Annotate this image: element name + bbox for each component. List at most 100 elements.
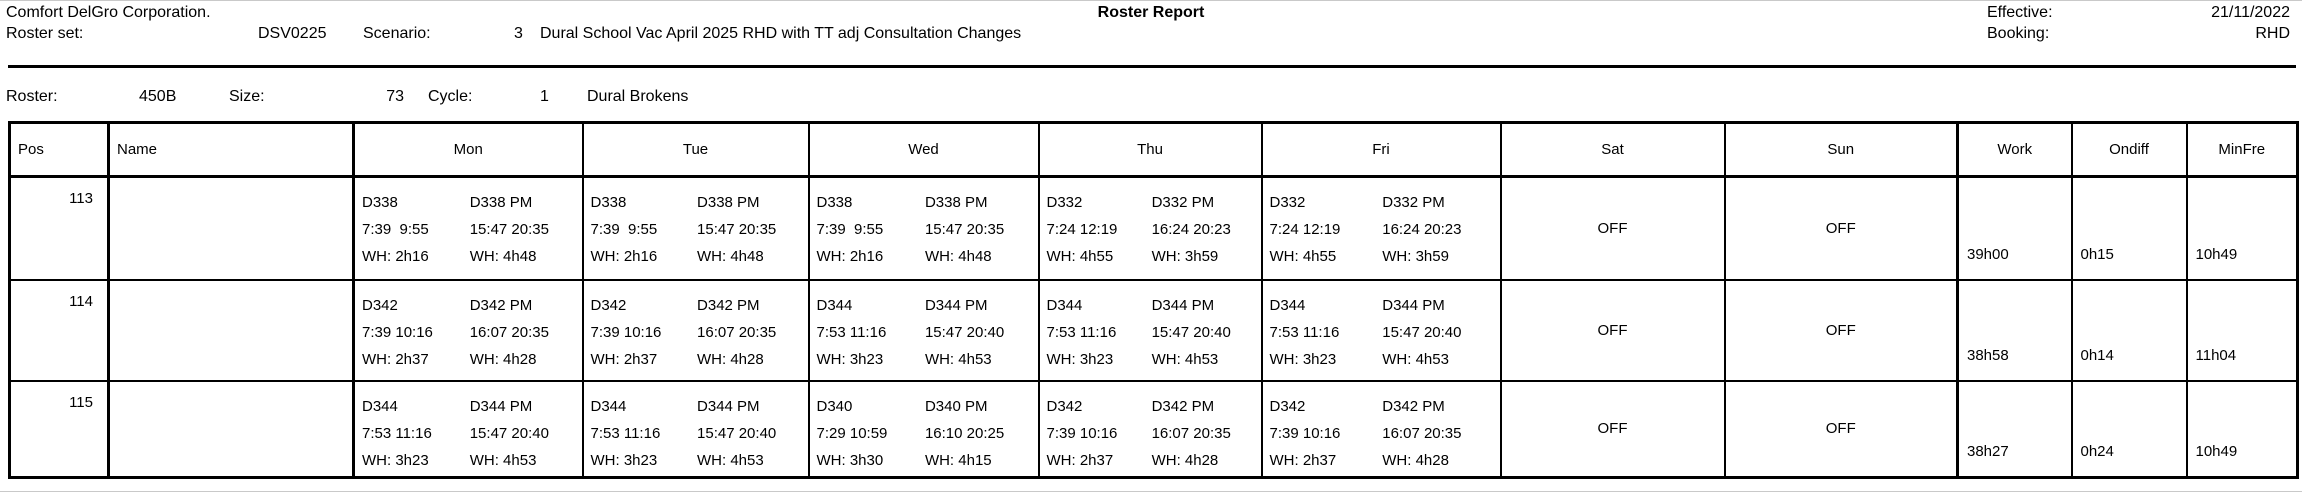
cycle-value: 1: [540, 88, 549, 105]
day-cell-wed: D344 7:53 11:16 WH: 3h23 D344 PM 15:47 2…: [807, 278, 1040, 382]
col-header-sun: Sun: [1723, 121, 1959, 178]
duty-times: 7:39 10:16: [362, 323, 433, 341]
roster-description: Dural Brokens: [587, 88, 689, 105]
duty-working-hours: WH: 2h37: [1046, 451, 1114, 469]
roster-label: Roster:: [6, 88, 58, 105]
work-total-cell: 38h27: [1956, 379, 2073, 479]
duty-working-hours: WH: 4h53: [924, 350, 992, 368]
duty-working-hours: WH: 4h28: [1151, 451, 1219, 469]
duty-code: D332 PM: [1151, 194, 1215, 211]
day-cell-tue: D338 7:39 9:55 WH: 2h16 D338 PM 15:47 20…: [581, 175, 810, 281]
duty-times: 15:47 20:40: [1151, 323, 1231, 341]
day-cell-fri: D342 7:39 10:16 WH: 2h37 D342 PM 16:07 2…: [1260, 379, 1502, 479]
duty-am: D344 7:53 11:16 WH: 3h23: [811, 292, 919, 373]
minfre-cell: 10h49: [2185, 379, 2299, 479]
duty-times: 7:53 11:16: [590, 424, 661, 442]
ondiff-cell: 0h15: [2070, 175, 2188, 281]
duty-times: 7:39 9:55: [590, 221, 658, 238]
duty-pm: D344 PM 15:47 20:40 WH: 4h53: [1146, 292, 1260, 373]
duty-working-hours: WH: 4h53: [1151, 350, 1219, 368]
col-header-sat: Sat: [1499, 121, 1726, 178]
duty-pm: D344 PM 15:47 20:40 WH: 4h53: [691, 393, 806, 474]
day-cell-sun: OFF: [1723, 278, 1959, 382]
effective-label: Effective:: [1987, 4, 2053, 21]
duty-pm: D338 PM 15:47 20:35 WH: 4h48: [919, 189, 1037, 270]
duty-am: D342 7:39 10:16 WH: 2h37: [357, 292, 464, 373]
pos-cell: 114: [8, 278, 110, 382]
duty-times: 7:24 12:19: [1269, 221, 1341, 238]
duty-times: 7:53 11:16: [1269, 323, 1340, 341]
col-header-wed: Wed: [807, 121, 1040, 178]
duty-times: 16:24 20:23: [1151, 221, 1231, 238]
duty-pm: D344 PM 15:47 20:40 WH: 4h53: [1376, 292, 1498, 373]
duty-code: D344: [816, 296, 853, 314]
duty-working-hours: WH: 3h23: [362, 451, 429, 469]
duty-code: D342: [1269, 397, 1306, 415]
booking-label: Booking:: [1987, 25, 2050, 42]
duty-times: 16:10 20:25: [924, 424, 1005, 442]
roster-set-value: DSV0225: [258, 25, 327, 42]
day-cell-wed: D340 7:29 10:59 WH: 3h30 D340 PM 16:10 2…: [807, 379, 1040, 479]
day-cell-tue: D344 7:53 11:16 WH: 3h23 D344 PM 15:47 2…: [581, 379, 810, 479]
duty-working-hours: WH: 4h55: [1046, 248, 1114, 265]
duty-working-hours: WH: 3h59: [1151, 248, 1219, 265]
duty-code: D338 PM: [924, 194, 988, 211]
header-divider-rule: [8, 65, 2296, 68]
duty-code: D342 PM: [697, 296, 760, 314]
duty-times: 15:47 20:35: [924, 221, 1005, 238]
duty-pm: D332 PM 16:24 20:23 WH: 3h59: [1376, 189, 1498, 270]
duty-times: 16:07 20:35: [1382, 424, 1462, 442]
day-cell-sun: OFF: [1723, 175, 1959, 281]
duty-code: D344 PM: [1151, 296, 1215, 314]
duty-working-hours: WH: 4h48: [697, 248, 764, 265]
duty-working-hours: WH: 3h23: [1046, 350, 1114, 368]
pos-cell: 113: [8, 175, 110, 281]
duty-working-hours: WH: 4h55: [1269, 248, 1337, 265]
duty-code: D344 PM: [469, 397, 533, 415]
duty-code: D344: [590, 397, 627, 415]
duty-working-hours: WH: 4h28: [469, 350, 537, 368]
duty-am: D342 7:39 10:16 WH: 2h37: [1041, 393, 1146, 474]
col-header-pos: Pos: [8, 121, 110, 178]
size-value: 73: [386, 88, 404, 105]
duty-working-hours: WH: 3h30: [816, 451, 884, 469]
duty-times: 16:07 20:35: [697, 323, 777, 341]
duty-working-hours: WH: 4h53: [697, 451, 764, 469]
duty-am: D338 7:39 9:55 WH: 2h16: [585, 189, 692, 270]
minfre-cell: 10h49: [2185, 175, 2299, 281]
page-top-divider: [0, 0, 2302, 1]
pos-cell: 115: [8, 379, 110, 479]
duty-times: 7:53 11:16: [362, 424, 432, 442]
duty-code: D342 PM: [469, 296, 533, 314]
duty-times: 15:47 20:35: [469, 221, 549, 238]
roster-table: Pos Name Mon Tue Wed Thu Fri Sat Sun Wor…: [8, 121, 2299, 479]
name-cell: [107, 278, 355, 382]
duty-times: 16:24 20:23: [1382, 221, 1462, 238]
duty-am: D344 7:53 11:16 WH: 3h23: [1041, 292, 1146, 373]
col-header-name: Name: [107, 121, 355, 178]
duty-working-hours: WH: 2h16: [816, 248, 884, 265]
day-cell-thu: D342 7:39 10:16 WH: 2h37 D342 PM 16:07 2…: [1037, 379, 1263, 479]
duty-code: D344: [1269, 296, 1306, 314]
duty-times: 16:07 20:35: [1151, 424, 1231, 442]
duty-code: D338: [362, 194, 398, 211]
duty-working-hours: WH: 4h15: [924, 451, 992, 469]
day-cell-fri: D332 7:24 12:19 WH: 4h55 D332 PM 16:24 2…: [1260, 175, 1502, 281]
duty-code: D342: [590, 296, 627, 314]
duty-working-hours: WH: 3h23: [816, 350, 884, 368]
duty-code: D344 PM: [924, 296, 988, 314]
duty-working-hours: WH: 2h37: [590, 350, 658, 368]
duty-code: D338 PM: [469, 194, 533, 211]
col-header-ondiff: Ondiff: [2070, 121, 2188, 178]
duty-working-hours: WH: 4h28: [697, 350, 764, 368]
scenario-number: 3: [514, 25, 523, 42]
day-cell-thu: D332 7:24 12:19 WH: 4h55 D332 PM 16:24 2…: [1037, 175, 1263, 281]
duty-times: 7:39 10:16: [1269, 424, 1341, 442]
report-title: Roster Report: [1097, 4, 1205, 21]
duty-code: D342 PM: [1382, 397, 1445, 415]
col-header-mon: Mon: [352, 121, 584, 178]
day-cell-sun: OFF: [1723, 379, 1959, 479]
duty-pm: D340 PM 16:10 20:25 WH: 4h15: [919, 393, 1037, 474]
booking-value: RHD: [2255, 25, 2290, 42]
day-cell-sat: OFF: [1499, 379, 1726, 479]
